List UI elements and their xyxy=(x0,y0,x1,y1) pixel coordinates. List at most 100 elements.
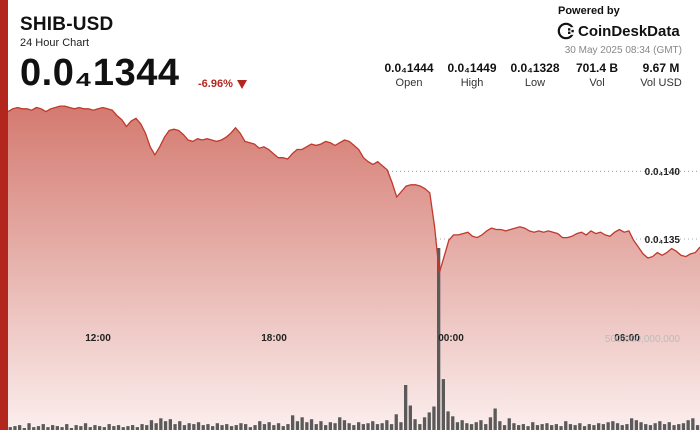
y-tick-label: 0.0₄140 xyxy=(645,167,681,178)
volume-bar xyxy=(173,424,177,430)
coindesk-logo-icon xyxy=(557,22,575,40)
volume-bar xyxy=(60,427,64,430)
volume-bar xyxy=(220,425,224,430)
volume-bar xyxy=(488,417,493,430)
stat-value: 0.0₄1328 xyxy=(510,61,560,75)
volume-bar xyxy=(601,424,605,430)
x-tick-label: 06:00 xyxy=(614,333,640,344)
volume-bar xyxy=(107,424,111,430)
volume-bar xyxy=(352,425,356,430)
volume-bar xyxy=(606,422,610,430)
volume-bar xyxy=(587,424,591,430)
stat-label: Vol USD xyxy=(640,77,682,89)
volume-bar xyxy=(653,423,657,430)
volume-bar xyxy=(18,425,22,430)
volume-bar xyxy=(559,426,563,430)
volume-bar xyxy=(116,425,121,430)
volume-bar xyxy=(681,423,686,430)
volume-bar xyxy=(446,411,450,430)
volume-bar xyxy=(366,423,370,430)
volume-bar xyxy=(672,425,676,430)
volume-bar xyxy=(211,426,215,430)
down-triangle-icon xyxy=(237,80,247,89)
volume-bar xyxy=(324,425,328,430)
stat-high: 0.0₄1449 High xyxy=(441,61,503,89)
volume-bar xyxy=(121,427,125,430)
volume-bar xyxy=(281,426,285,430)
volume-bar xyxy=(375,424,380,430)
volume-bar xyxy=(201,425,205,430)
volume-bar xyxy=(469,424,474,430)
volume-bar xyxy=(662,424,667,430)
volume-bar xyxy=(573,425,577,430)
volume-bar xyxy=(262,424,267,430)
volume-bar xyxy=(338,417,342,430)
volume-bar xyxy=(272,425,276,430)
volume-bar xyxy=(479,420,483,430)
volume-bar xyxy=(300,417,304,430)
volume-bar xyxy=(451,416,455,430)
volume-bar xyxy=(36,426,41,430)
volume-bar xyxy=(432,406,436,430)
volume-bar xyxy=(380,423,384,430)
stat-label: Open xyxy=(395,77,423,89)
brand-logo[interactable]: CoinDeskData xyxy=(557,21,680,41)
volume-bar xyxy=(695,425,700,430)
volume-bar xyxy=(615,423,620,430)
stat-open: 0.0₄1444 Open xyxy=(378,61,440,89)
volume-bar xyxy=(126,426,130,430)
stat-label: High xyxy=(460,77,484,89)
x-tick-label: 00:00 xyxy=(438,333,464,344)
volume-bar xyxy=(98,426,102,430)
volume-bar xyxy=(93,425,97,430)
volume-bar xyxy=(168,419,172,430)
volume-bar xyxy=(517,425,521,430)
chart-subtitle: 24 Hour Chart xyxy=(20,37,90,49)
volume-bar xyxy=(625,424,629,430)
volume-bar xyxy=(276,423,281,430)
volume-bar xyxy=(192,424,196,430)
volume-bar xyxy=(408,405,412,430)
volume-bar xyxy=(357,422,361,430)
volume-bar xyxy=(32,427,36,430)
volume-bar xyxy=(182,425,187,430)
volume-bar xyxy=(399,422,403,430)
volume-bar xyxy=(691,418,695,430)
volume-bar xyxy=(686,420,690,430)
stat-low: 0.0₄1328 Low xyxy=(504,61,566,89)
volume-bar xyxy=(342,420,347,430)
volume-bar xyxy=(286,424,290,430)
volume-bar xyxy=(295,421,300,430)
volume-bar xyxy=(74,425,78,430)
chart-title: SHIB-USD xyxy=(20,14,114,35)
stat-label: Low xyxy=(524,77,546,89)
volume-bar xyxy=(554,424,558,430)
volume-bar xyxy=(498,421,502,430)
volume-bar xyxy=(46,427,50,430)
price-area xyxy=(8,106,700,430)
volume-bar xyxy=(648,425,653,430)
stat-vol: 701.4 B Vol xyxy=(568,61,626,89)
volume-bar xyxy=(319,421,323,430)
stat-value: 9.67 M xyxy=(642,61,680,75)
volume-bars xyxy=(8,248,700,430)
volume-bar xyxy=(145,425,149,430)
volume-bar xyxy=(564,421,568,430)
volume-bar xyxy=(196,422,201,430)
volume-bar xyxy=(309,419,314,430)
accent-bar xyxy=(0,0,8,430)
volume-bar xyxy=(291,415,295,430)
volume-bar xyxy=(484,424,488,430)
volume-bar xyxy=(140,424,144,430)
volume-bar xyxy=(582,426,587,430)
volume-bar xyxy=(305,422,309,430)
stat-vol-usd: 9.67 M Vol USD xyxy=(630,61,692,89)
volume-bar xyxy=(51,425,55,430)
volume-bar xyxy=(550,425,554,430)
volume-bar xyxy=(413,419,417,430)
volume-bar xyxy=(88,427,92,430)
brand-name: CoinDeskData xyxy=(578,22,680,40)
volume-bar xyxy=(644,424,648,430)
volume-bar xyxy=(347,423,351,430)
